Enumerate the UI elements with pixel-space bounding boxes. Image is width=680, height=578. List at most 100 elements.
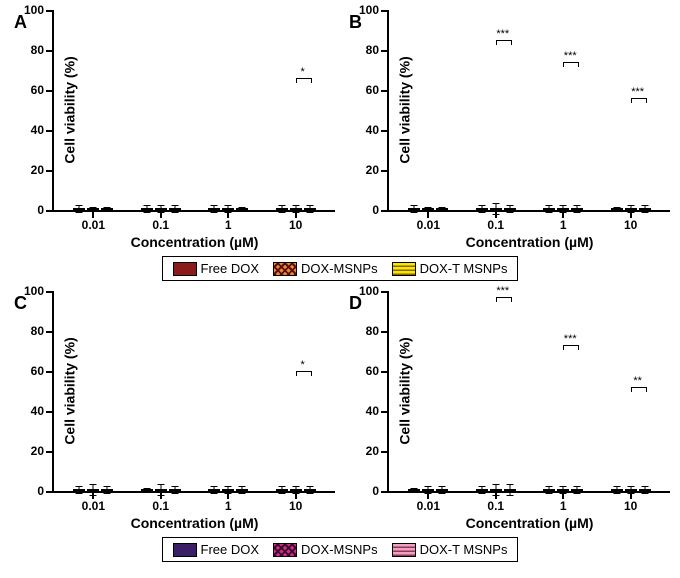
bar: [408, 208, 420, 210]
error-bar: [295, 205, 296, 213]
error-bar: [428, 207, 429, 211]
bar: [490, 208, 502, 210]
y-tick-label: 0: [37, 484, 54, 498]
bar: [101, 208, 113, 210]
bar: [141, 489, 153, 491]
y-tick-label: 80: [366, 324, 389, 338]
x-tick-label: 10: [624, 491, 637, 513]
bar: [208, 208, 220, 210]
bar-group: [73, 489, 113, 491]
bar: [422, 208, 434, 210]
bar-group: [141, 489, 181, 491]
error-bar: [281, 205, 282, 213]
significance-bracket: [496, 40, 512, 45]
bar: [222, 208, 234, 210]
error-bar: [160, 484, 161, 496]
legend-item: DOX-MSNPs: [273, 261, 378, 276]
error-bar: [428, 486, 429, 494]
legend-item: DOX-T MSNPs: [392, 261, 508, 276]
error-bar: [295, 486, 296, 494]
panel-label-D: D: [349, 293, 362, 314]
bar: [625, 489, 637, 491]
significance-label: ***: [631, 86, 644, 98]
bar-group: [208, 208, 248, 210]
chart-C: 020406080100Cell viability (%)Concentrat…: [52, 291, 335, 493]
error-bar: [146, 205, 147, 213]
x-tick-label: 1: [560, 491, 567, 513]
bar: [87, 208, 99, 210]
error-bar: [414, 205, 415, 213]
error-bar: [442, 486, 443, 494]
legend-label: DOX-T MSNPs: [420, 261, 508, 276]
legend-label: DOX-MSNPs: [301, 261, 378, 276]
chart-D: 020406080100Cell viability (%)Concentrat…: [387, 291, 670, 493]
error-bar: [214, 205, 215, 213]
error-bar: [509, 205, 510, 213]
row-bottom: C 020406080100Cell viability (%)Concentr…: [10, 291, 670, 531]
x-tick-label: 10: [289, 210, 302, 232]
bar: [639, 208, 651, 210]
y-tick-label: 20: [31, 163, 54, 177]
swatch: [273, 543, 297, 557]
significance-bracket: [296, 371, 312, 376]
panel-A: A 020406080100Cell viability (%)Concentr…: [10, 10, 335, 250]
bar: [543, 489, 555, 491]
error-bar: [79, 205, 80, 213]
y-tick-label: 20: [366, 163, 389, 177]
y-tick-label: 20: [31, 444, 54, 458]
error-bar: [174, 205, 175, 213]
error-bar: [414, 488, 415, 492]
bar: [73, 208, 85, 210]
bar-group: [408, 489, 448, 491]
bar: [101, 489, 113, 491]
panel-D: D 020406080100Cell viability (%)Concentr…: [345, 291, 670, 531]
error-bar: [228, 205, 229, 213]
row-top: A 020406080100Cell viability (%)Concentr…: [10, 10, 670, 250]
x-axis-label: Concentration (µM): [466, 210, 594, 250]
error-bar: [549, 486, 550, 494]
panel-label-C: C: [14, 293, 27, 314]
panel-label-B: B: [349, 12, 362, 33]
significance-label: *: [301, 66, 305, 78]
error-bar: [563, 486, 564, 494]
y-tick-label: 40: [366, 123, 389, 137]
error-bar: [509, 484, 510, 496]
x-tick-label: 1: [225, 491, 232, 513]
x-tick-label: 0.01: [417, 491, 440, 513]
legend-item: DOX-MSNPs: [273, 542, 378, 557]
bar: [304, 489, 316, 491]
error-bar: [644, 486, 645, 494]
bar-group: [73, 208, 113, 210]
significance-bracket: [296, 78, 312, 83]
significance-bracket: [631, 98, 647, 103]
error-bar: [107, 486, 108, 494]
legend-bottom: Free DOX DOX-MSNPs DOX-T MSNPs: [162, 537, 519, 562]
bar: [276, 489, 288, 491]
panel-C: C 020406080100Cell viability (%)Concentr…: [10, 291, 335, 531]
bar: [436, 208, 448, 210]
y-tick-label: 100: [359, 3, 389, 17]
y-axis-label: Cell viability (%): [397, 337, 413, 444]
bar: [73, 489, 85, 491]
x-tick-label: 0.01: [417, 210, 440, 232]
error-bar: [630, 205, 631, 213]
bar: [476, 208, 488, 210]
legend-item: Free DOX: [173, 542, 260, 557]
bar: [504, 208, 516, 210]
y-axis-label: Cell viability (%): [62, 337, 78, 444]
bar-group: [543, 489, 583, 491]
bar: [557, 208, 569, 210]
error-bar: [174, 486, 175, 494]
x-tick-label: 10: [624, 210, 637, 232]
significance-bracket: [496, 297, 512, 302]
legend-label: DOX-MSNPs: [301, 542, 378, 557]
error-bar: [481, 486, 482, 494]
y-tick-label: 0: [372, 484, 389, 498]
y-tick-label: 80: [31, 43, 54, 57]
swatch: [273, 262, 297, 276]
panel-B: B 020406080100Cell viability (%)Concentr…: [345, 10, 670, 250]
y-tick-label: 0: [37, 203, 54, 217]
x-tick-label: 0.1: [152, 210, 169, 232]
error-bar: [214, 486, 215, 494]
y-tick-label: 100: [359, 284, 389, 298]
